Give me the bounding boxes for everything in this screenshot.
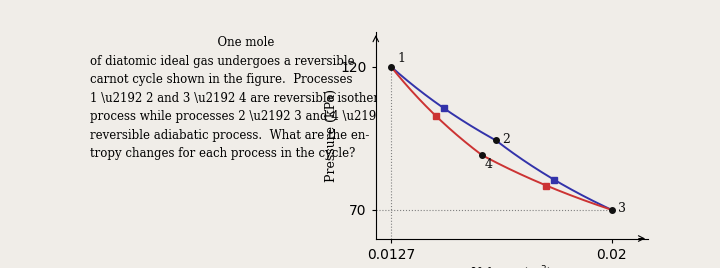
Y-axis label: Pressure (kPa): Pressure (kPa) (325, 89, 338, 182)
Text: 2: 2 (502, 133, 510, 146)
Text: One mole
of diatomic ideal gas undergoes a reversible
carnot cycle shown in the : One mole of diatomic ideal gas undergoes… (90, 36, 418, 160)
Text: 1: 1 (397, 52, 405, 65)
X-axis label: Volume ($m^3$): Volume ($m^3$) (471, 264, 553, 268)
Text: 3: 3 (618, 202, 626, 215)
Text: 4: 4 (485, 158, 492, 171)
